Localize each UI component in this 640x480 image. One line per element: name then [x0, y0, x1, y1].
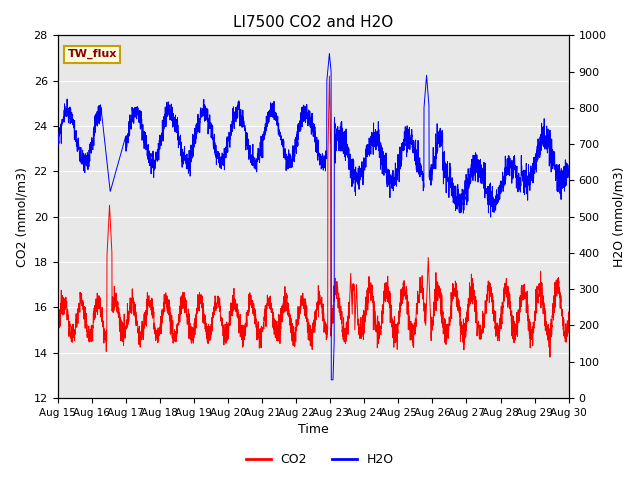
Text: TW_flux: TW_flux	[68, 49, 117, 60]
Legend: CO2, H2O: CO2, H2O	[241, 448, 399, 471]
X-axis label: Time: Time	[298, 423, 328, 436]
Title: LI7500 CO2 and H2O: LI7500 CO2 and H2O	[233, 15, 393, 30]
Y-axis label: CO2 (mmol/m3): CO2 (mmol/m3)	[15, 167, 28, 266]
Y-axis label: H2O (mmol/m3): H2O (mmol/m3)	[612, 167, 625, 267]
